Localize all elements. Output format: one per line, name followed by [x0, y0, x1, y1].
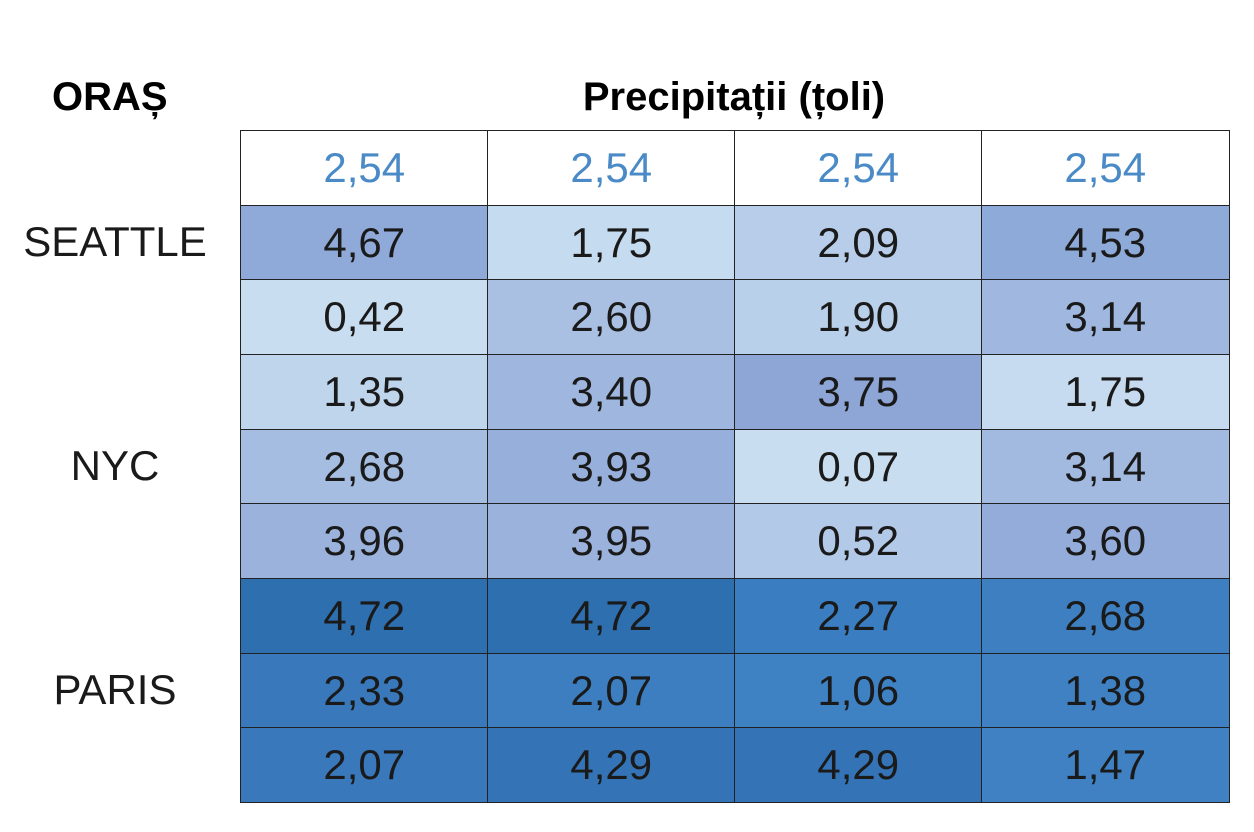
- value-cell: 2,68: [240, 428, 489, 505]
- value-cell: 4,72: [240, 578, 489, 655]
- header-cell: 2,54: [734, 130, 983, 207]
- value-cell: 2,07: [487, 652, 736, 729]
- value-cell: 1,47: [981, 727, 1230, 804]
- value-cell: 3,14: [981, 279, 1230, 356]
- city-label: PARIS: [53, 665, 177, 713]
- header-cell: 2,54: [240, 130, 489, 207]
- value-cell: 1,75: [981, 354, 1230, 431]
- value-cell: 1,90: [734, 279, 983, 356]
- value-cell: 4,72: [487, 578, 736, 655]
- value-cell: 3,40: [487, 354, 736, 431]
- value-cell: 2,68: [981, 578, 1230, 655]
- value-cell: 1,38: [981, 652, 1230, 729]
- header-cell: 2,54: [981, 130, 1230, 207]
- value-cell: 3,14: [981, 428, 1230, 505]
- value-cell: 4,29: [487, 727, 736, 804]
- value-cell: 3,93: [487, 428, 736, 505]
- value-cell: 1,35: [240, 354, 489, 431]
- city-label: NYC: [70, 441, 160, 489]
- value-cell: 3,96: [240, 503, 489, 580]
- value-cell: 2,07: [240, 727, 489, 804]
- value-cell: 4,53: [981, 204, 1230, 281]
- value-cell: 2,60: [487, 279, 736, 356]
- value-cell: 0,42: [240, 279, 489, 356]
- city-label: SEATTLE: [23, 217, 207, 265]
- value-cell: 1,06: [734, 652, 983, 729]
- city-header: ORAȘ: [52, 75, 168, 119]
- header-cell: 2,54: [487, 130, 736, 207]
- value-cell: 2,09: [734, 204, 983, 281]
- table-title: Precipitații (țoli): [582, 75, 886, 119]
- value-cell: 2,27: [734, 578, 983, 655]
- value-cell: 0,52: [734, 503, 983, 580]
- value-cell: 3,60: [981, 503, 1230, 580]
- value-cell: 2,33: [240, 652, 489, 729]
- value-cell: 3,95: [487, 503, 736, 580]
- value-cell: 0,07: [734, 428, 983, 505]
- value-cell: 4,67: [240, 204, 489, 281]
- value-cell: 1,75: [487, 204, 736, 281]
- value-cell: 4,29: [734, 727, 983, 804]
- value-cell: 3,75: [734, 354, 983, 431]
